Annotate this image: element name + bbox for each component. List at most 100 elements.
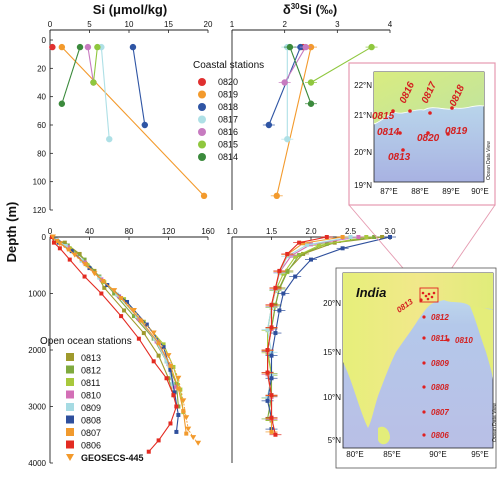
depth-axis-label: Depth (m) bbox=[4, 202, 19, 263]
open-si-point bbox=[172, 384, 177, 389]
coastal-d30si-x-tick-label: 2 bbox=[282, 20, 287, 29]
map-coordinate-label: 20°N bbox=[354, 148, 372, 157]
open-d30si-point bbox=[277, 308, 282, 313]
open-si-x-tick-label: 0 bbox=[48, 227, 53, 236]
open-d30si-point bbox=[293, 254, 298, 259]
coastal-si-series-0820 bbox=[49, 43, 56, 51]
d30si-title-delta: δ bbox=[283, 2, 291, 17]
legend-marker bbox=[198, 140, 206, 149]
open-si-point bbox=[174, 429, 179, 434]
legend-label: 0807 bbox=[81, 428, 101, 438]
open-d30si-point bbox=[273, 303, 278, 308]
main-station-label: 0809 bbox=[431, 359, 449, 368]
open-si-point bbox=[161, 342, 166, 347]
open-si-point bbox=[82, 274, 87, 279]
coastal-d30si-point bbox=[265, 121, 273, 129]
map-coordinate-label: 5°N bbox=[328, 436, 342, 445]
open-si-point bbox=[57, 246, 62, 251]
coastal-si-line-0817 bbox=[100, 47, 110, 140]
open-si-point bbox=[183, 415, 190, 421]
open-si-point bbox=[71, 252, 78, 258]
open-d30si-x-tick-label: 1.5 bbox=[266, 227, 278, 236]
inset-station-dot bbox=[401, 148, 405, 152]
open-si-point bbox=[164, 359, 169, 364]
open-si-point bbox=[185, 426, 192, 432]
open-d30si-series-0806 bbox=[261, 235, 333, 437]
legend-marker bbox=[198, 115, 206, 124]
open-si-point bbox=[130, 307, 137, 313]
coastal-si-legend: Coastal stations 0820 0819 0818 0817 0816 0815… bbox=[193, 60, 264, 162]
open-si-point bbox=[184, 431, 189, 436]
open-si-series-GEOSECS-445 bbox=[49, 234, 202, 446]
legend-marker bbox=[198, 78, 206, 86]
open-si-point bbox=[67, 257, 72, 262]
open-si-point bbox=[66, 247, 71, 252]
main-cluster-dot bbox=[426, 297, 430, 301]
open-d30si-point bbox=[269, 302, 274, 307]
coastal-si-x-tick-label: 5 bbox=[87, 20, 92, 29]
coastal-si-panel: 0 5 10 15 20 0 20 40 60 80 100 120 Coastal stations 0… bbox=[33, 20, 265, 215]
map-coordinate-label: 85°E bbox=[383, 450, 400, 459]
legend-label: 0820 bbox=[218, 77, 238, 87]
open-d30si-point bbox=[265, 327, 270, 332]
legend-label: GEOSECS-445 bbox=[81, 453, 144, 463]
coastal-d30si-point bbox=[284, 135, 291, 143]
coastal-si-point bbox=[76, 43, 84, 51]
legend-marker bbox=[198, 153, 206, 161]
main-station-dot bbox=[422, 336, 426, 340]
main-land-myanmar bbox=[470, 306, 493, 380]
open-d30si-point bbox=[301, 241, 306, 246]
open-d30si-point bbox=[380, 235, 385, 239]
open-si-point bbox=[131, 314, 136, 319]
coastal-si-legend-title: Coastal stations bbox=[193, 60, 264, 71]
map-coordinate-label: 10°N bbox=[323, 393, 341, 402]
open-d30si-point bbox=[281, 291, 286, 296]
coastal-si-line-0814 bbox=[61, 46, 81, 104]
open-d30si-point bbox=[324, 235, 329, 239]
legend-label: 0810 bbox=[81, 391, 101, 401]
open-d30si-point bbox=[273, 432, 278, 437]
d30si-title-sup: 30 bbox=[291, 2, 300, 11]
open-si-point bbox=[146, 449, 151, 454]
legend-label: 0816 bbox=[218, 127, 238, 137]
coastal-si-series-0817 bbox=[98, 43, 113, 143]
open-si-point bbox=[136, 336, 141, 341]
main-land-srilanka bbox=[378, 426, 390, 445]
open-si-y-tick-label: 4000 bbox=[28, 459, 46, 468]
open-si-point bbox=[102, 285, 107, 290]
open-d30si-point bbox=[305, 242, 310, 247]
coastal-d30si-point bbox=[307, 79, 315, 86]
coastal-d30si-point bbox=[307, 100, 315, 107]
main-station-dot bbox=[419, 298, 423, 302]
open-si-point bbox=[138, 318, 143, 323]
open-si-point bbox=[83, 262, 88, 267]
open-si-x-tick-label: 120 bbox=[162, 227, 176, 236]
open-si-point bbox=[111, 288, 118, 294]
open-d30si-point bbox=[277, 286, 282, 291]
main-station-dot bbox=[422, 315, 426, 319]
inset-station-label: 0815 bbox=[372, 111, 395, 122]
coastal-si-point bbox=[58, 43, 66, 51]
open-d30si-point bbox=[265, 398, 270, 403]
open-si-point bbox=[164, 376, 169, 381]
main-station-label: 0808 bbox=[431, 383, 449, 392]
open-si-point bbox=[82, 257, 87, 262]
open-d30si-line-0806 bbox=[266, 236, 327, 435]
coastal-si-point bbox=[90, 79, 97, 86]
coastal-si-y-tick-label: 80 bbox=[37, 149, 46, 158]
open-d30si-point bbox=[388, 235, 392, 239]
open-si-point bbox=[174, 404, 179, 409]
open-si-point bbox=[99, 291, 104, 296]
inset-station-dot bbox=[428, 111, 432, 115]
main-credit: Ocean Data View bbox=[492, 403, 498, 442]
open-si-point bbox=[171, 393, 176, 398]
legend-label: 0819 bbox=[218, 90, 238, 100]
coastal-d30si-x-tick-label: 1 bbox=[230, 20, 235, 29]
open-d30si-x-tick-label: 1.0 bbox=[226, 227, 238, 236]
open-si-point bbox=[156, 438, 161, 443]
open-si-point bbox=[56, 241, 63, 247]
legend-label: 0813 bbox=[81, 353, 101, 363]
main-station-label: 0806 bbox=[431, 431, 449, 440]
